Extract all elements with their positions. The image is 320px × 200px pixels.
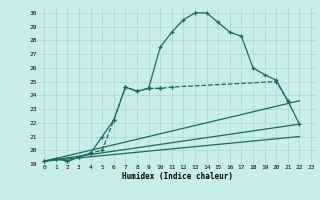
- X-axis label: Humidex (Indice chaleur): Humidex (Indice chaleur): [122, 172, 233, 181]
